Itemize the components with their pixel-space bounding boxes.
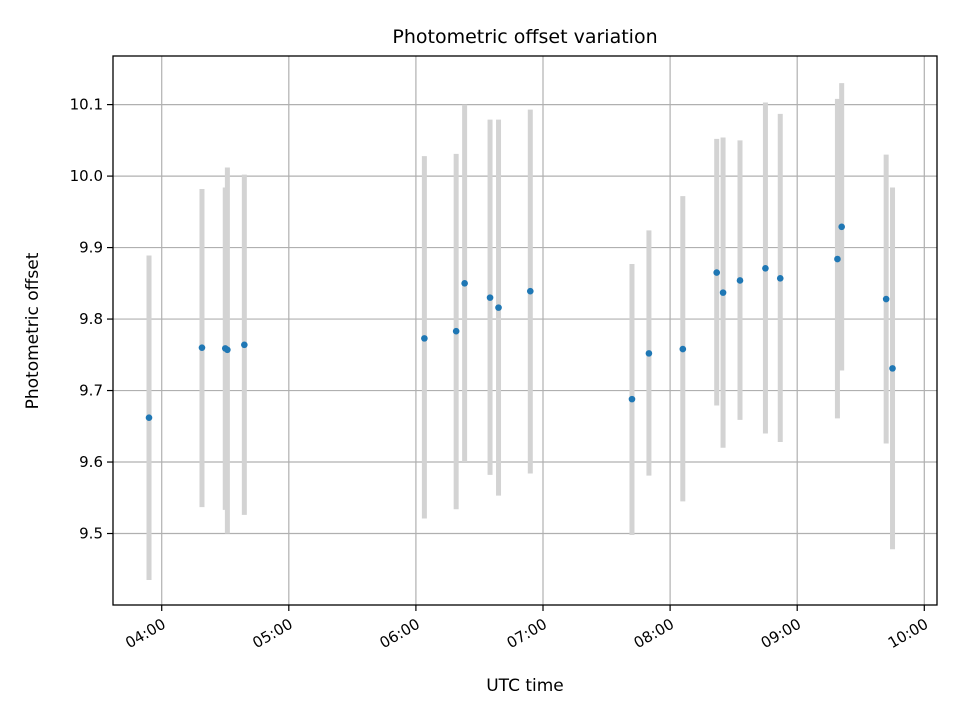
y-tick-label: 9.6: [79, 453, 103, 471]
data-point: [495, 304, 502, 311]
data-point: [145, 414, 153, 422]
data-point: [713, 269, 721, 276]
data-point: [776, 275, 784, 282]
data-point: [461, 280, 468, 287]
y-tick-label: 9.7: [79, 382, 103, 400]
data-point: [452, 327, 460, 335]
data-point: [241, 341, 248, 349]
data-points: [145, 223, 896, 422]
y-axis-ticks: 9.5 9.6 9.7 9.8 9.9 10.0 10.1: [70, 96, 113, 543]
data-point: [526, 287, 534, 295]
data-point: [838, 223, 845, 231]
data-point: [198, 344, 206, 351]
data-point: [882, 295, 890, 303]
grid: [113, 56, 937, 605]
data-point: [645, 350, 653, 357]
data-point: [486, 294, 494, 301]
y-tick-label: 9.8: [79, 310, 103, 328]
data-point: [719, 289, 727, 296]
data-point: [889, 365, 896, 372]
y-tick-label: 9.9: [79, 239, 103, 257]
chart-title: Photometric offset variation: [392, 26, 657, 48]
data-point: [628, 395, 636, 403]
y-tick-label: 10.1: [70, 96, 103, 114]
y-tick-label: 9.5: [79, 525, 103, 543]
plot-frame: [112, 55, 938, 606]
data-point: [679, 345, 687, 353]
data-point: [421, 335, 428, 342]
y-axis-label: Photometric offset: [23, 252, 43, 409]
data-point: [834, 255, 841, 263]
y-tick-label: 10.0: [70, 167, 103, 185]
data-point: [762, 265, 769, 272]
x-axis-label: UTC time: [486, 676, 564, 696]
data-point: [736, 277, 744, 284]
data-point: [224, 346, 231, 354]
